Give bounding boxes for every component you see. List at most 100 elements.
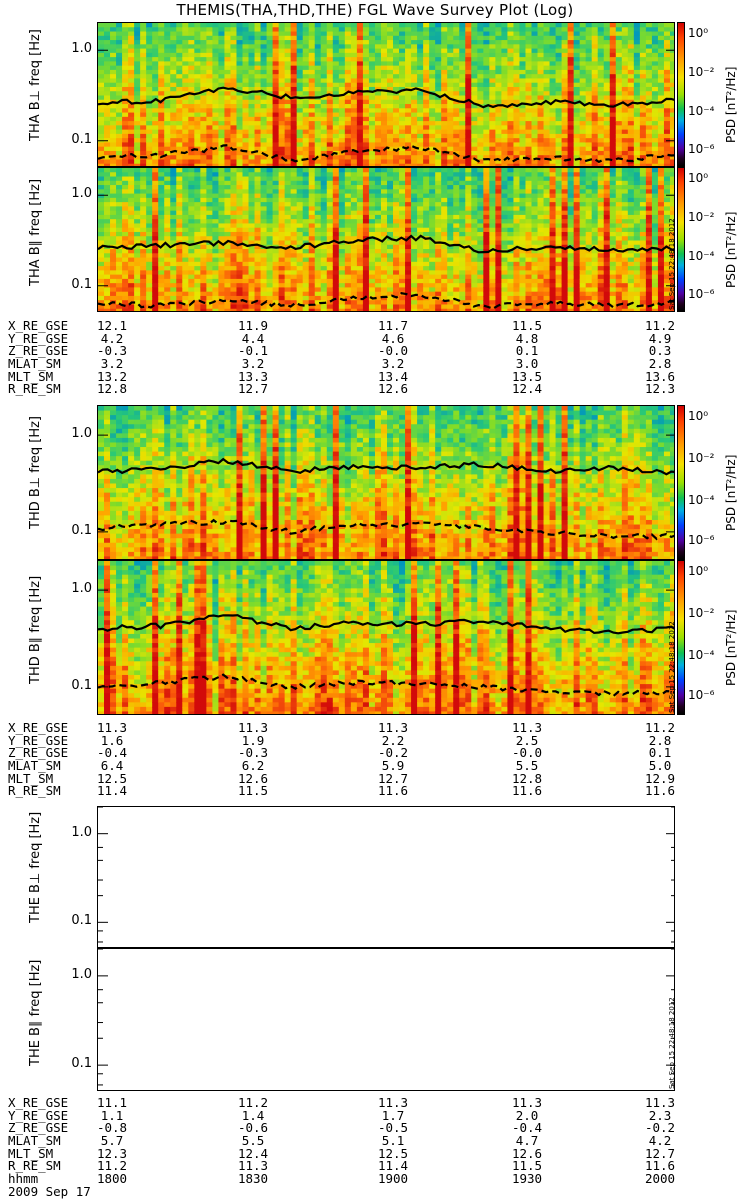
heatmap-cell bbox=[615, 40, 623, 45]
heatmap-cell bbox=[549, 150, 557, 156]
heatmap-cell bbox=[278, 99, 286, 105]
heatmap-cell bbox=[507, 86, 515, 92]
heatmap-cell bbox=[140, 300, 147, 306]
heatmap-cell bbox=[98, 257, 105, 263]
heatmap-cell bbox=[621, 155, 629, 161]
heatmap-cell bbox=[380, 82, 388, 88]
heatmap-cell bbox=[603, 61, 611, 67]
heatmap-cell bbox=[350, 189, 358, 195]
heatmap-cell bbox=[152, 223, 159, 229]
heatmap-cell bbox=[411, 146, 418, 152]
heatmap-cell bbox=[519, 74, 527, 80]
heatmap-cell bbox=[164, 202, 171, 207]
heatmap-cell bbox=[224, 214, 232, 220]
heatmap-cell bbox=[326, 227, 334, 233]
heatmap-cell bbox=[98, 300, 105, 306]
heatmap-cell bbox=[290, 308, 298, 311]
heatmap-cell bbox=[146, 48, 153, 54]
heatmap-cell bbox=[230, 129, 238, 135]
heatmap-cell bbox=[302, 180, 310, 186]
heatmap-cell bbox=[543, 57, 551, 62]
heatmap-cell bbox=[368, 274, 376, 280]
heatmap-cell bbox=[176, 291, 183, 297]
heatmap-cell bbox=[140, 257, 147, 263]
heatmap-cell bbox=[561, 27, 569, 33]
series-line-dashed bbox=[98, 144, 674, 164]
heatmap-cell bbox=[477, 163, 484, 166]
heatmap-cell bbox=[561, 69, 569, 75]
heatmap-cell bbox=[326, 278, 334, 284]
heatmap-cell bbox=[368, 146, 376, 152]
heatmap-cell bbox=[423, 78, 430, 84]
panel-tha-par bbox=[97, 167, 675, 312]
heatmap-cell bbox=[332, 74, 340, 80]
heatmap-cell bbox=[110, 291, 117, 297]
heatmap-cell bbox=[260, 61, 268, 67]
heatmap-cell bbox=[393, 23, 400, 28]
heatmap-cell bbox=[489, 65, 496, 71]
heatmap-cell bbox=[134, 82, 141, 88]
heatmap-cell bbox=[224, 40, 232, 45]
heatmap-cell bbox=[158, 133, 165, 139]
y-tick-label: 1.0 bbox=[71, 186, 92, 202]
heatmap-cell bbox=[266, 133, 274, 139]
heatmap-cell bbox=[218, 193, 226, 199]
heatmap-cell bbox=[380, 61, 388, 67]
heatmap-cell bbox=[182, 278, 189, 284]
heatmap-cell bbox=[320, 48, 328, 54]
heatmap-cell bbox=[218, 155, 226, 161]
heatmap-cell bbox=[164, 125, 171, 131]
heatmap-cell bbox=[374, 185, 382, 190]
heatmap-cell bbox=[188, 291, 195, 297]
heatmap-cell bbox=[609, 82, 617, 88]
heatmap-cell bbox=[188, 283, 195, 289]
heatmap-cell bbox=[182, 163, 189, 166]
heatmap-cell bbox=[158, 129, 165, 135]
heatmap-cell bbox=[110, 172, 117, 178]
heatmap-cell bbox=[447, 74, 454, 80]
heatmap-cell bbox=[110, 142, 117, 148]
heatmap-cell bbox=[218, 78, 226, 84]
heatmap-cell bbox=[152, 146, 159, 152]
heatmap-cell bbox=[128, 266, 135, 271]
heatmap-cell bbox=[525, 121, 533, 126]
heatmap-cell bbox=[459, 65, 466, 71]
heatmap-cell bbox=[170, 129, 177, 135]
heatmap-cell bbox=[573, 112, 581, 118]
heatmap-cell bbox=[555, 108, 563, 114]
heatmap-cell bbox=[399, 138, 406, 144]
heatmap-cell bbox=[248, 253, 256, 259]
heatmap-cell bbox=[326, 35, 334, 41]
heatmap-cell bbox=[176, 74, 183, 80]
heatmap-cell bbox=[302, 172, 310, 178]
heatmap-cell bbox=[555, 142, 563, 148]
heatmap-cell bbox=[477, 40, 484, 45]
heatmap-cell bbox=[128, 82, 135, 88]
heatmap-cell bbox=[393, 44, 400, 50]
heatmap-cell bbox=[140, 274, 147, 280]
heatmap-cell bbox=[362, 197, 370, 203]
heatmap-cell bbox=[302, 193, 310, 199]
heatmap-cell bbox=[134, 249, 141, 254]
heatmap-cell bbox=[314, 172, 322, 178]
heatmap-cell bbox=[663, 23, 671, 28]
heatmap-cell bbox=[134, 206, 141, 212]
heatmap-cell bbox=[459, 74, 466, 80]
heatmap-cell bbox=[350, 214, 358, 220]
heatmap-cell bbox=[236, 35, 244, 41]
heatmap-cell bbox=[146, 27, 153, 33]
heatmap-cell bbox=[176, 295, 183, 301]
heatmap-cell bbox=[332, 249, 340, 254]
heatmap-cell bbox=[98, 150, 105, 156]
heatmap-cell bbox=[471, 78, 478, 84]
heatmap-cell bbox=[344, 210, 352, 216]
heatmap-cell bbox=[350, 112, 358, 118]
heatmap-cell bbox=[212, 52, 220, 58]
heatmap-cell bbox=[194, 202, 201, 207]
heatmap-cell bbox=[248, 197, 256, 203]
heatmap-cell bbox=[471, 69, 478, 75]
heatmap-cell bbox=[254, 193, 262, 199]
heatmap-cell bbox=[98, 82, 105, 88]
heatmap-cell bbox=[278, 116, 286, 122]
heatmap-cell bbox=[471, 57, 478, 62]
